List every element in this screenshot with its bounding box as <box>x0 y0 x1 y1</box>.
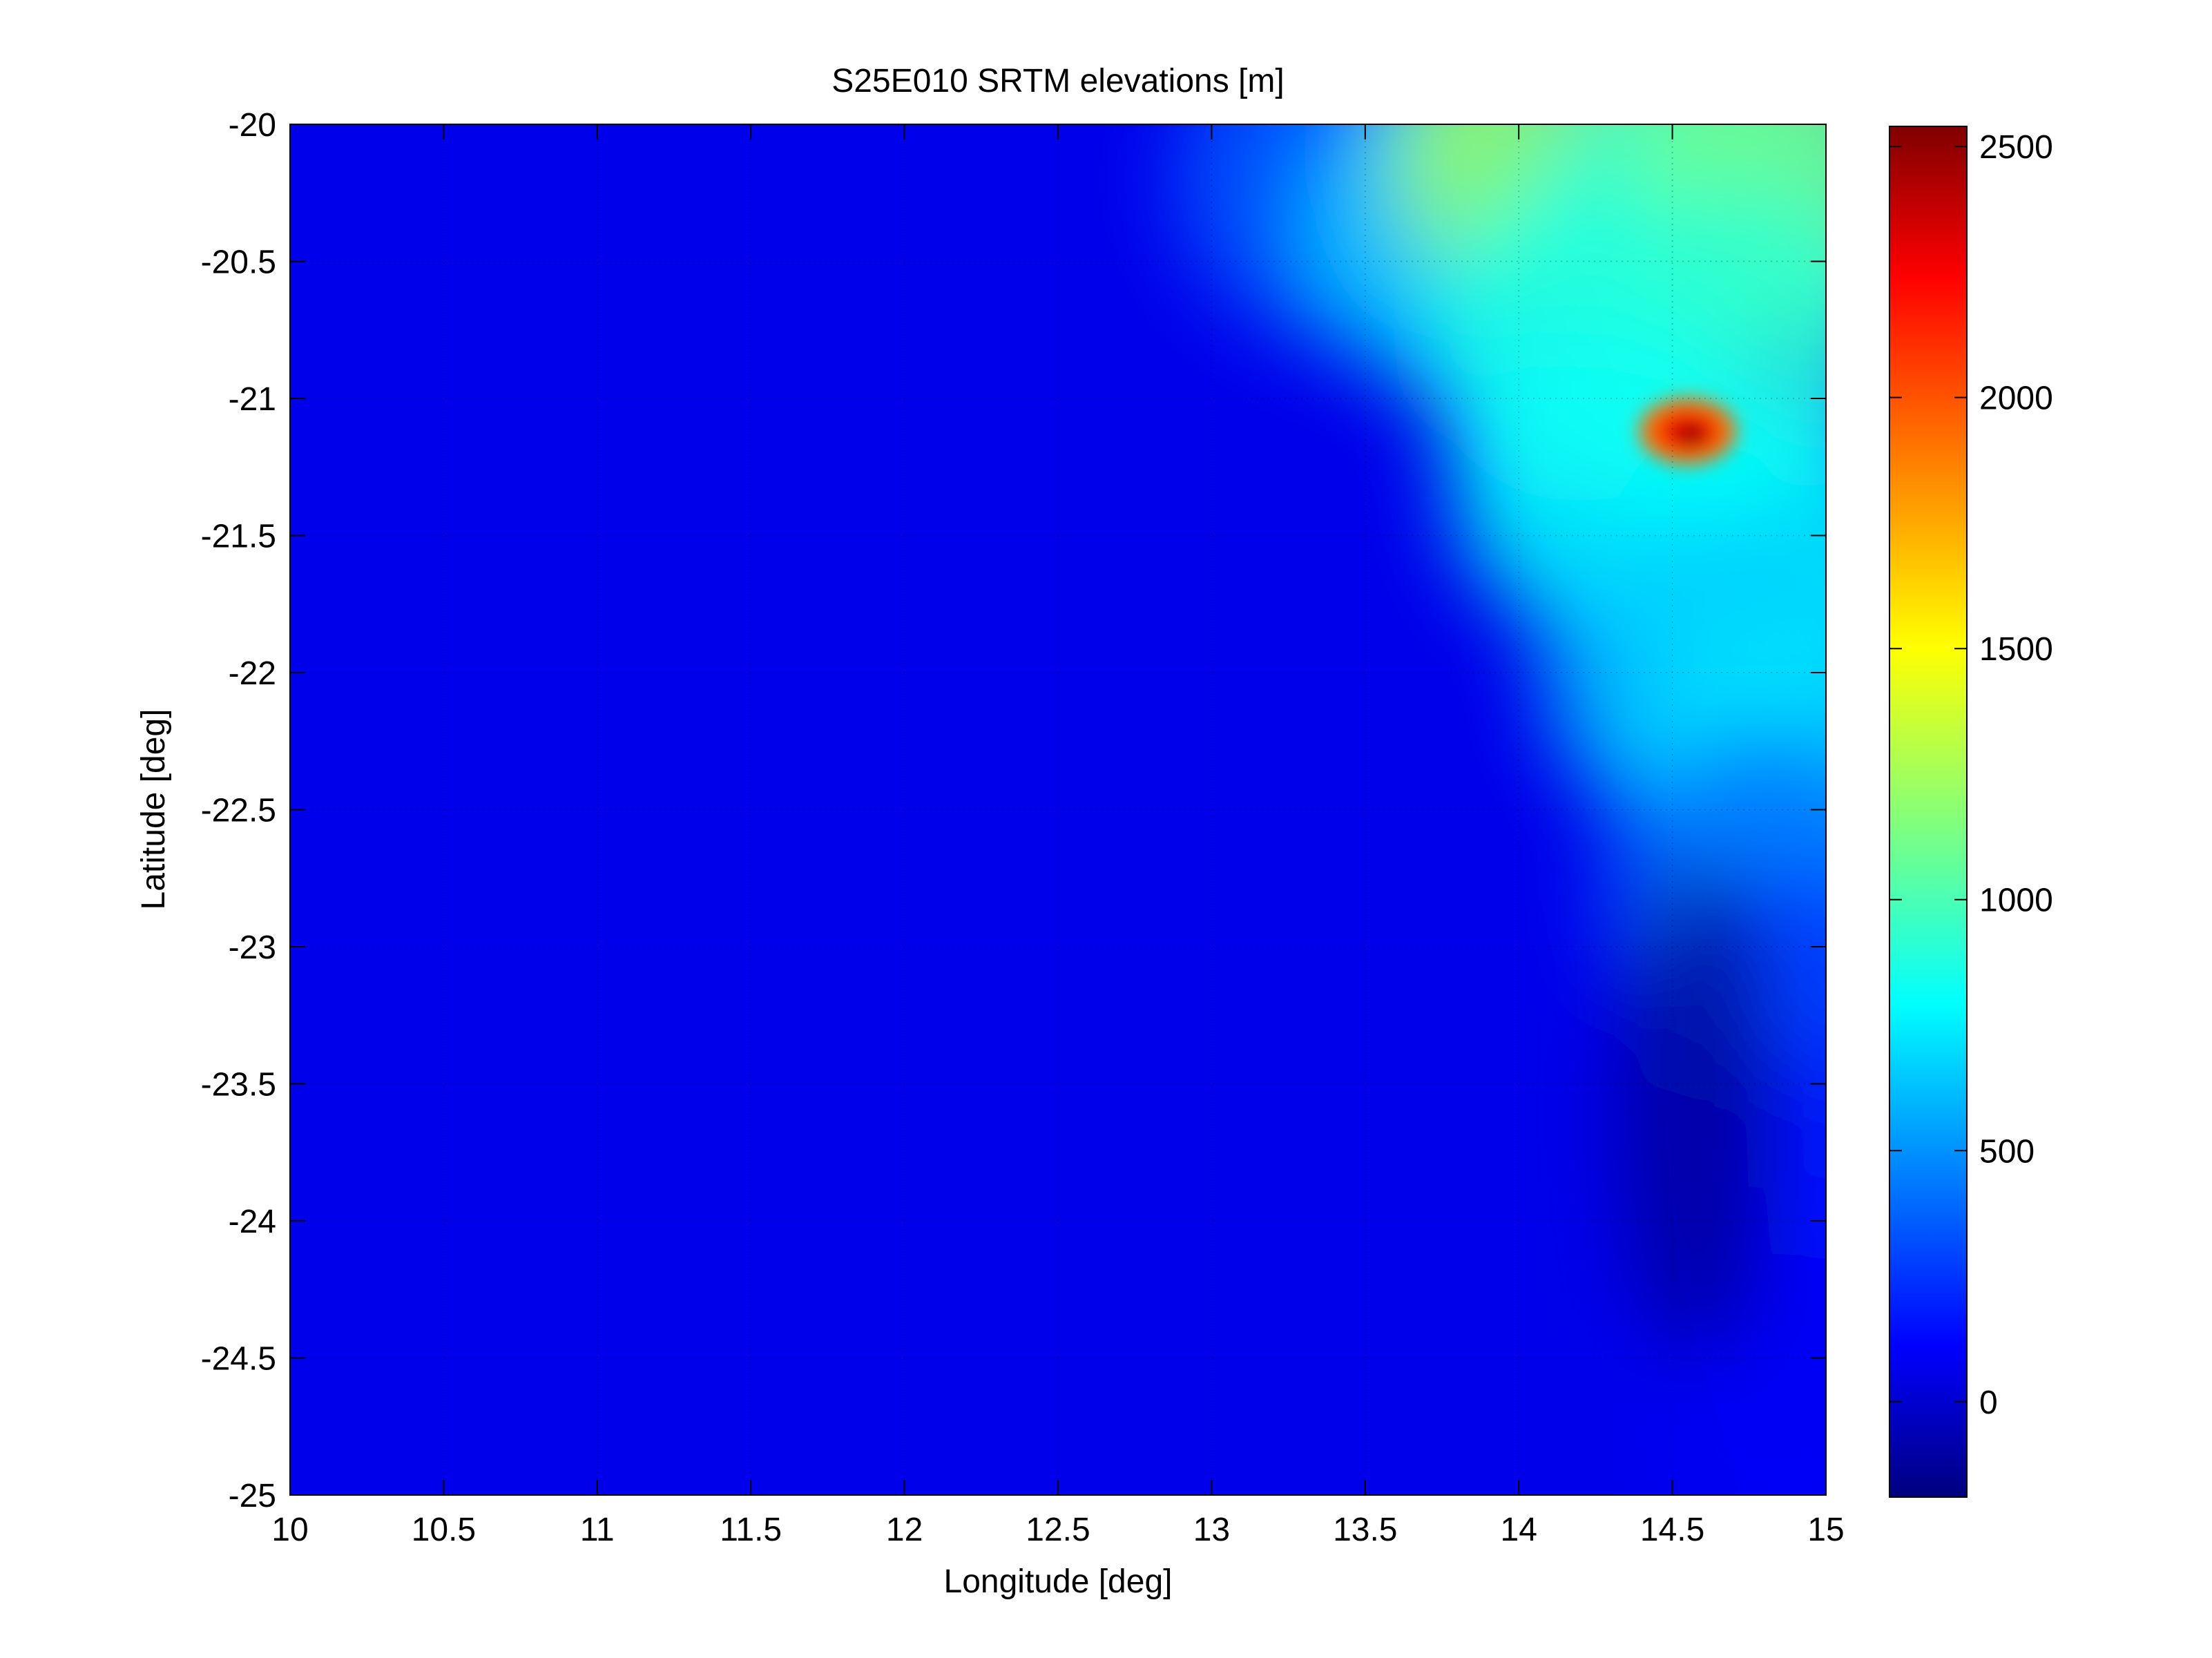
y-axis-label: Latitude [deg] <box>135 709 172 910</box>
x-axis: 10 10.5 11 11.5 12 12.5 13 13.5 14 14.5 15 <box>271 124 1845 1548</box>
y-tick-label: -22.5 <box>201 793 276 829</box>
x-tick-label: 13 <box>1193 1512 1230 1548</box>
depression-patch <box>1624 862 1776 1360</box>
y-tick-label: -20 <box>229 107 276 144</box>
x-tick-label: 14.5 <box>1640 1512 1704 1548</box>
colorbar-tick-label: 2000 <box>1979 380 2053 417</box>
colorbar-tick-label: 500 <box>1979 1133 2035 1170</box>
y-tick-label: -21.5 <box>201 519 276 555</box>
x-axis-label: Longitude [deg] <box>944 1563 1173 1600</box>
x-tick-label: 12 <box>886 1512 923 1548</box>
colorbar: 0 500 1000 1500 2000 2500 <box>1889 126 2053 1498</box>
y-tick-label: -20.5 <box>201 244 276 281</box>
colorbar-frame <box>1889 126 1968 1498</box>
y-tick-label: -23.5 <box>201 1067 276 1103</box>
y-axis: -20 -20.5 -21 -21.5 -22 -22.5 -23 -23.5 -24 -24.5… <box>201 107 1826 1514</box>
y-tick-label: -24 <box>229 1204 276 1240</box>
colorbar-tick-label: 1500 <box>1979 631 2053 668</box>
x-tick-label: 12.5 <box>1026 1512 1090 1548</box>
y-tick-label: -23 <box>229 929 276 966</box>
x-tick-label: 10.5 <box>412 1512 476 1548</box>
colorbar-tick-label: 0 <box>1979 1385 1998 1421</box>
chart-title: S25E010 SRTM elevations [m] <box>831 63 1284 99</box>
plot-area: 10 10.5 11 11.5 12 12.5 13 13.5 14 14.5 15 -20 -20.… <box>201 107 1845 1548</box>
x-tick-label: 15 <box>1807 1512 1844 1548</box>
colorbar-gradient <box>1889 126 1967 1497</box>
peak-marker <box>1639 398 1736 465</box>
grid-lines <box>290 124 1826 1495</box>
x-tick-label: 14 <box>1501 1512 1537 1548</box>
x-tick-label: 13.5 <box>1333 1512 1397 1548</box>
x-tick-label: 11.5 <box>720 1512 782 1548</box>
x-tick-label: 10 <box>271 1512 308 1548</box>
colorbar-tick-label: 1000 <box>1979 883 2053 919</box>
y-tick-label: -22 <box>229 655 276 692</box>
y-tick-label: -25 <box>229 1478 276 1514</box>
x-tick-label: 11 <box>580 1512 615 1548</box>
y-tick-label: -24.5 <box>201 1341 276 1378</box>
peak-core <box>1677 425 1706 445</box>
colorbar-tick-label: 2500 <box>1979 129 2053 166</box>
y-tick-label: -21 <box>229 381 276 418</box>
colorbar-ticks: 0 500 1000 1500 2000 2500 <box>1889 129 2053 1421</box>
land-layer <box>1175 124 1826 1495</box>
